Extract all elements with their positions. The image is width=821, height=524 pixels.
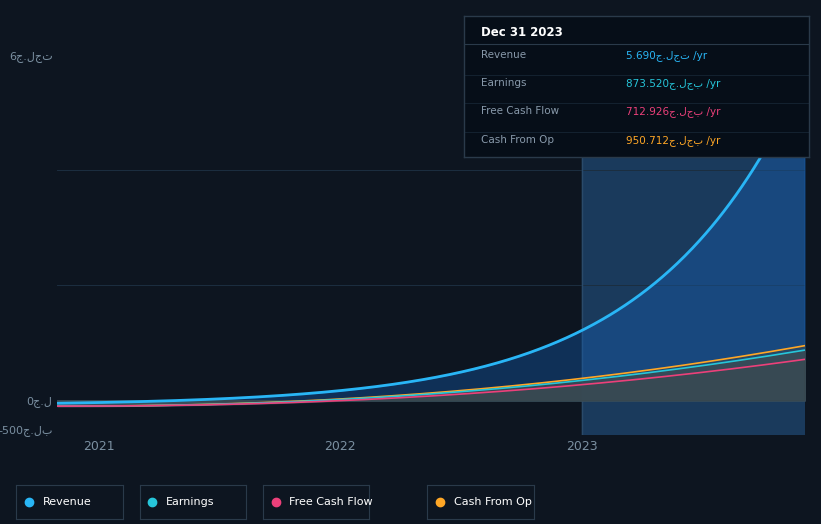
Text: 5.690ج.لجت /yr: 5.690ج.لجت /yr (626, 50, 707, 61)
Text: Past: Past (779, 34, 802, 43)
Text: Earnings: Earnings (481, 78, 526, 88)
Bar (582, 26, 805, 435)
Text: 712.926ج.لجب /yr: 712.926ج.لجب /yr (626, 106, 721, 117)
Text: Free Cash Flow: Free Cash Flow (481, 106, 559, 116)
Text: Revenue: Revenue (481, 50, 526, 60)
Text: 873.520ج.لجب /yr: 873.520ج.لجب /yr (626, 78, 720, 89)
Text: Cash From Op: Cash From Op (454, 497, 531, 507)
Text: Dec 31 2023: Dec 31 2023 (481, 26, 563, 39)
Text: Revenue: Revenue (44, 497, 92, 507)
Text: Earnings: Earnings (166, 497, 215, 507)
Text: Free Cash Flow: Free Cash Flow (290, 497, 373, 507)
Text: Cash From Op: Cash From Op (481, 135, 554, 145)
Text: 950.712ج.لجب /yr: 950.712ج.لجب /yr (626, 135, 720, 146)
